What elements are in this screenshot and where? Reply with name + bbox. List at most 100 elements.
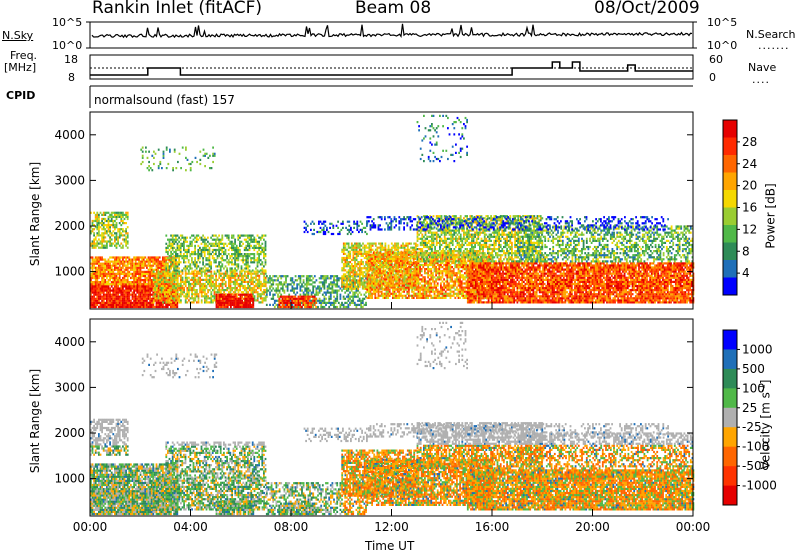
heatmap-cell	[179, 255, 182, 258]
heatmap-cell	[192, 263, 195, 266]
heatmap-cell	[374, 248, 377, 251]
heatmap-cell	[194, 263, 196, 266]
heatmap-cell	[307, 281, 310, 284]
heatmap-cell	[96, 244, 99, 247]
heatmap-cell	[341, 303, 343, 306]
heatmap-cell	[315, 305, 317, 309]
heatmap-cell	[255, 299, 257, 302]
heatmap-cell	[253, 246, 256, 249]
heatmap-cell	[344, 246, 347, 249]
heatmap-cell	[131, 297, 134, 300]
heatmap-cell	[171, 291, 174, 294]
heatmap-cell	[126, 293, 129, 296]
heatmap-cell	[128, 301, 131, 304]
heatmap-cell	[202, 270, 205, 273]
heatmap-cell	[331, 283, 334, 286]
heatmap-cell	[382, 288, 385, 291]
heatmap-cell	[178, 284, 181, 288]
heatmap-cell	[115, 234, 118, 237]
heatmap-cell	[158, 264, 161, 267]
heatmap-cell	[163, 262, 166, 265]
heatmap-cell	[199, 280, 201, 283]
heatmap-cell	[299, 305, 301, 309]
heatmap-cell	[234, 248, 236, 252]
heatmap-cell	[296, 285, 299, 288]
heatmap-cell	[250, 238, 252, 241]
heatmap-cell	[265, 275, 268, 278]
heatmap-cell	[278, 299, 281, 302]
heatmap-cell	[178, 293, 181, 296]
heatmap-cell	[387, 286, 389, 289]
heatmap-cell	[98, 213, 100, 216]
heatmap-cell	[395, 244, 398, 247]
heatmap-cell	[120, 287, 123, 290]
heatmap-cell	[352, 285, 355, 288]
heatmap-cell	[371, 278, 373, 281]
heatmap-cell	[212, 284, 214, 288]
heatmap-cell	[168, 303, 171, 306]
heatmap-cell	[165, 289, 167, 292]
heatmap-cell	[248, 253, 251, 256]
heatmap-cell	[396, 278, 399, 281]
heatmap-cell	[237, 253, 240, 256]
heatmap-cell	[220, 289, 222, 292]
heatmap-cell	[130, 303, 132, 306]
heatmap-cell	[186, 297, 189, 300]
heatmap-cell	[187, 259, 190, 262]
heatmap-cell	[208, 284, 211, 288]
heatmap-cell	[210, 295, 213, 298]
heatmap-cell	[146, 303, 148, 306]
heatmap-cell	[388, 251, 391, 254]
heatmap-cell	[168, 280, 171, 283]
heatmap-cell	[317, 293, 319, 296]
heatmap-cell	[218, 305, 221, 309]
heatmap-cell	[380, 278, 383, 281]
heatmap-cell	[288, 305, 290, 309]
heatmap-cell	[227, 248, 230, 252]
heatmap-cell	[133, 258, 135, 261]
heatmap-cell	[221, 280, 224, 283]
heatmap-cell	[123, 213, 126, 216]
heatmap-cell	[134, 262, 137, 265]
heatmap-cell	[152, 293, 155, 296]
heatmap-cell	[99, 266, 102, 269]
heatmap-cell	[300, 305, 303, 309]
heatmap-cell	[395, 252, 398, 255]
heatmap-cell	[269, 303, 271, 306]
heatmap-cell	[239, 242, 241, 245]
heatmap-cell	[381, 246, 384, 249]
heatmap-cell	[245, 289, 248, 292]
heatmap-cell	[381, 248, 384, 251]
heatmap-cell	[237, 274, 240, 277]
heatmap-cell	[219, 269, 222, 272]
heatmap-cell	[125, 211, 127, 214]
heatmap-cell	[362, 273, 364, 276]
heatmap-cell	[242, 255, 244, 258]
heatmap-cell	[304, 301, 306, 304]
heatmap-cell	[352, 297, 355, 300]
heatmap-cell	[213, 270, 216, 273]
heatmap-cell	[96, 242, 99, 245]
heatmap-cell	[152, 264, 155, 267]
heatmap-cell	[181, 234, 184, 237]
heatmap-cell	[96, 272, 99, 275]
heatmap-cell	[122, 234, 124, 237]
heatmap-cell	[120, 260, 123, 263]
heatmap-cell	[403, 275, 406, 278]
heatmap-cell	[369, 286, 372, 289]
heatmap-cell	[302, 303, 305, 306]
heatmap-cell	[93, 232, 95, 235]
heatmap-cell	[387, 294, 389, 297]
heatmap-cell	[194, 269, 196, 272]
heatmap-cell	[101, 244, 103, 247]
heatmap-cell	[252, 272, 254, 275]
heatmap-cell	[299, 285, 302, 288]
heatmap-cell	[165, 299, 168, 302]
heatmap-cell	[299, 303, 301, 306]
heatmap-cell	[380, 276, 383, 279]
heatmap-cell	[258, 259, 260, 262]
heatmap-cell	[408, 261, 411, 264]
heatmap-cell	[138, 283, 140, 286]
heatmap-cell	[126, 266, 129, 269]
heatmap-cell	[387, 257, 389, 260]
